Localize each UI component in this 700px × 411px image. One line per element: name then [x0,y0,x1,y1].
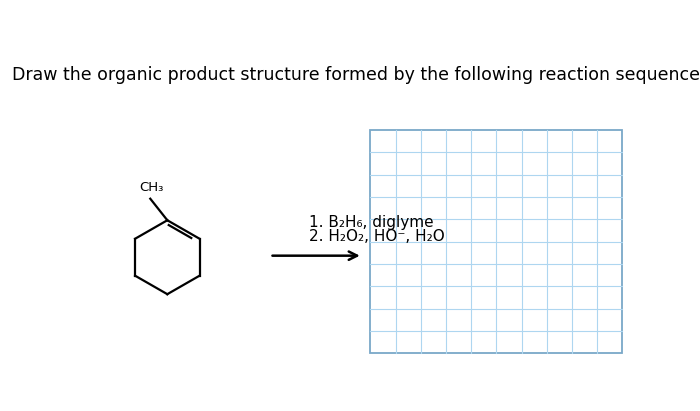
Bar [370,130,622,353]
Text: CH₃: CH₃ [139,181,164,194]
Text: 1. B₂H₆, diglyme: 1. B₂H₆, diglyme [309,215,434,230]
Text: 2. H₂O₂, HO⁻, H₂O: 2. H₂O₂, HO⁻, H₂O [309,229,445,244]
Text: Draw the organic product structure formed by the following reaction sequence.: Draw the organic product structure forme… [12,66,700,84]
